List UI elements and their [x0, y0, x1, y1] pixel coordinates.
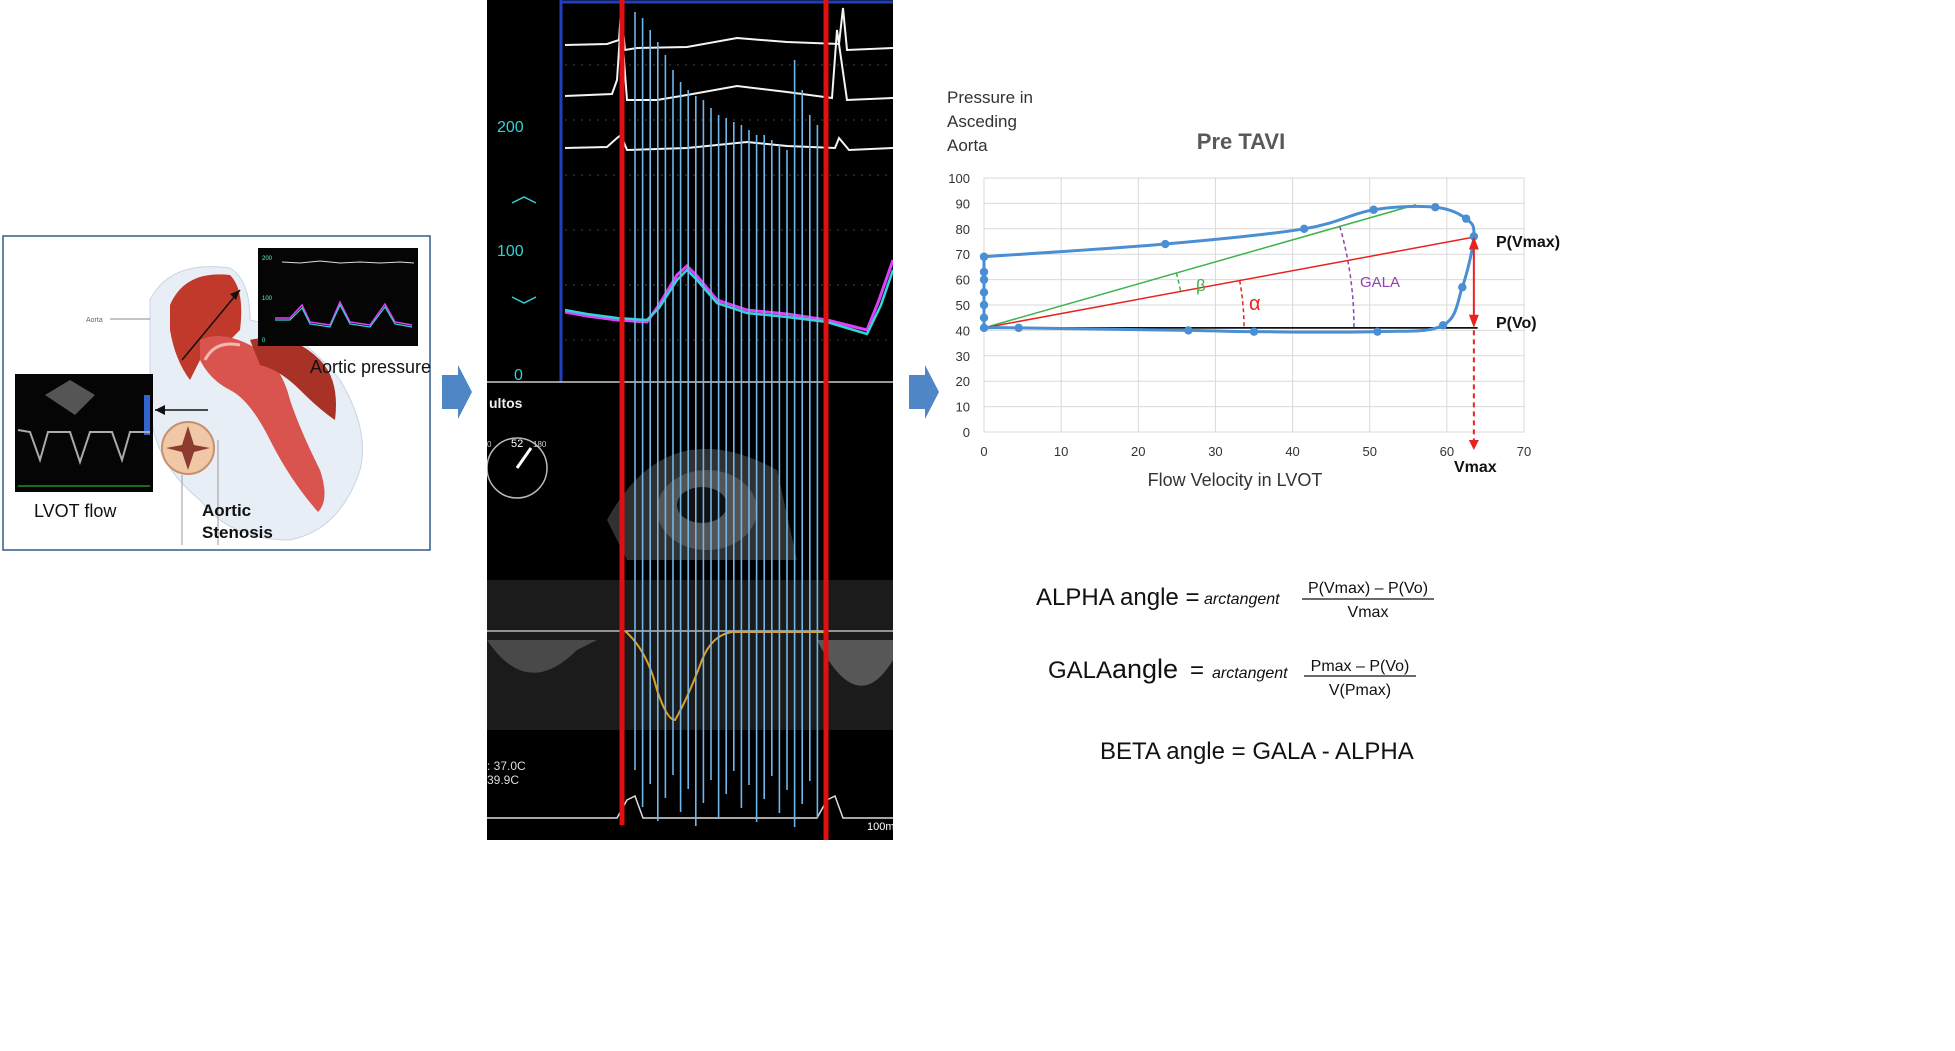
p-vo-label: P(Vo): [1496, 315, 1537, 332]
alpha-func: arctangent: [1204, 591, 1280, 608]
stenosis-label-line1: Aortic: [202, 501, 251, 520]
gala-line: [983, 203, 1417, 329]
y-tick-label: 10: [956, 400, 970, 415]
svg-text:0: 0: [262, 338, 266, 344]
loop-point: [1458, 283, 1467, 292]
alpha-numerator: P(Vmax) – P(Vo): [1308, 580, 1428, 597]
beta-symbol: β: [1196, 276, 1206, 295]
loop-point: [1373, 327, 1382, 336]
beta-arc: [1175, 272, 1182, 292]
temp-2: 39.9C: [487, 773, 519, 787]
loop-point: [1438, 321, 1448, 330]
gala-prefix-a: GALA: [1048, 657, 1112, 684]
svg-text:100: 100: [262, 296, 273, 302]
x-tick-label: 70: [1517, 444, 1531, 459]
x-tick-label: 50: [1362, 444, 1376, 459]
loop-point: [1469, 232, 1479, 241]
stenosis-label-line2: Stenosis: [202, 523, 273, 542]
vmax-label: Vmax: [1454, 459, 1497, 476]
beta-formula: BETA angle = GALA - ALPHA: [1100, 738, 1414, 765]
y-tick-label: 60: [956, 273, 970, 288]
y-tick-label: 0: [963, 425, 970, 440]
x-axis-label: Flow Velocity in LVOT: [1148, 470, 1323, 490]
gala-arc: [1339, 226, 1355, 328]
temp-1: : 37.0C: [487, 759, 526, 773]
loop-point: [1184, 326, 1193, 335]
gala-prefix-c: =: [1190, 657, 1204, 684]
loop-point: [1461, 214, 1471, 223]
scale-100: 100: [497, 243, 524, 260]
pressure-velocity-chart: Pressure in Asceding Aorta Pre TAVI 0 10 20 3…: [947, 88, 1560, 490]
p-vmax-label: P(Vmax): [1496, 234, 1560, 251]
heart-illustration: [110, 266, 363, 541]
gala-denominator: V(Pmax): [1329, 682, 1391, 699]
gala-func: arctangent: [1212, 665, 1288, 682]
loop-point: [1431, 203, 1440, 212]
chart-title: Pre TAVI: [1197, 129, 1285, 154]
loop-point: [979, 275, 989, 284]
loop-point: [1369, 205, 1378, 214]
alpha-symbol: α: [1249, 293, 1261, 315]
aortic-pressure-label: Aortic pressure: [310, 357, 431, 377]
x-tick-label: 40: [1285, 444, 1299, 459]
angle-max: 180: [533, 440, 547, 449]
echo-label: ultos: [489, 395, 523, 411]
flow-arrow-1: [442, 365, 472, 419]
aorta-label: Aorta: [86, 317, 103, 324]
x-tick-label: 20: [1131, 444, 1145, 459]
flow-arrow-2: [909, 365, 939, 419]
alpha-prefix: ALPHA angle =: [1036, 584, 1199, 611]
y-tick-label: 40: [956, 323, 970, 338]
pv-loop: [982, 204, 1476, 334]
loop-point: [979, 300, 989, 310]
gala-prefix-b: angle: [1112, 654, 1178, 684]
pressure-inset: 200 100 0: [258, 248, 418, 346]
loop-point: [979, 313, 989, 322]
y-tick-label: 50: [956, 298, 970, 313]
y-tick-label: 80: [956, 222, 970, 237]
loop-point: [979, 323, 989, 333]
gala-numerator: Pmax – P(Vo): [1311, 658, 1410, 675]
loop-point: [979, 267, 989, 277]
y-tick-label: 30: [956, 349, 970, 364]
valve-inset: [161, 421, 219, 545]
gala-symbol: GALA: [1360, 274, 1400, 291]
angle-min: 0: [487, 440, 492, 449]
loop-point: [1299, 224, 1309, 233]
x-tick-label: 10: [1054, 444, 1068, 459]
loop-point: [1161, 239, 1170, 249]
scale-0: 0: [514, 367, 523, 384]
x-tick-label: 30: [1208, 444, 1222, 459]
angle-value: 52: [511, 438, 523, 450]
y-axis-label-line: Pressure in: [947, 88, 1033, 107]
alpha-denominator: Vmax: [1348, 604, 1389, 621]
scale-label: 100m: [867, 821, 893, 833]
lvot-flow-label: LVOT flow: [34, 501, 117, 521]
svg-text:200: 200: [262, 256, 273, 262]
loop-point: [979, 288, 989, 297]
y-tick-label: 70: [956, 247, 970, 262]
formulas: ALPHA angle = arctangent P(Vmax) – P(Vo)…: [1036, 580, 1434, 765]
x-tick-label: 0: [980, 444, 987, 459]
y-axis-label-line: Aorta: [947, 136, 988, 155]
scale-200: 200: [497, 119, 524, 136]
loop-point: [1249, 327, 1259, 336]
recording-panel: 200 100 0 ultos 52 0 180 : 37.0C 39.9C 1…: [487, 0, 893, 840]
alpha-line: [983, 235, 1478, 329]
y-axis-label-line: Asceding: [947, 112, 1017, 131]
y-axis-label: Pressure in Asceding Aorta: [947, 88, 1033, 155]
x-tick-label: 60: [1440, 444, 1454, 459]
illustration-panel: Aorta 200 100 0 Aortic pressure LVOT flo…: [2, 235, 431, 551]
loop-point: [979, 252, 989, 261]
y-tick-label: 90: [956, 196, 970, 211]
loop-point: [1014, 323, 1023, 333]
y-tick-label: 20: [956, 374, 970, 389]
y-tick-label: 100: [948, 171, 970, 186]
alpha-arc: [1238, 280, 1245, 328]
lvot-inset: [15, 374, 153, 492]
